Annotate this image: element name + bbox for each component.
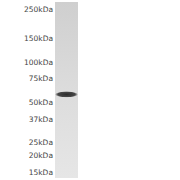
blot-figure: 250kDa 150kDa 100kDa 75kDa 50kDa 37kDa 25kDa 20… [0, 0, 180, 180]
marker-label: 250kDa [24, 5, 53, 14]
marker-label: 150kDa [24, 34, 53, 43]
marker-label: 75kDa [29, 74, 53, 83]
marker-label: 37kDa [29, 115, 53, 124]
lane [55, 2, 78, 178]
band [55, 91, 78, 97]
figure: 250kDa 150kDa 100kDa 75kDa 50kDa 37kDa 25kDa 20… [0, 0, 180, 180]
marker-label: 20kDa [29, 151, 53, 160]
marker-label: 25kDa [29, 138, 53, 147]
marker-label: 15kDa [29, 168, 53, 177]
marker-label: 50kDa [29, 98, 53, 107]
bands [55, 91, 78, 97]
marker-label: 100kDa [24, 58, 53, 67]
